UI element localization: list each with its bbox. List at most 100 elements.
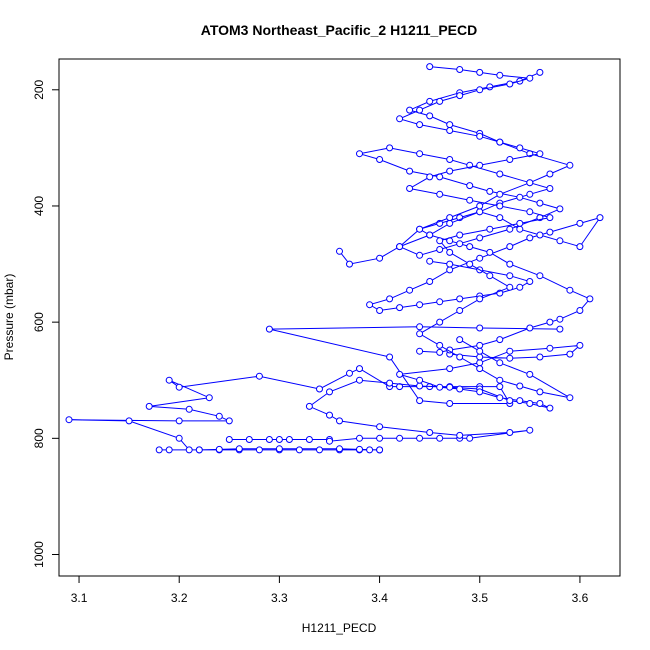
data-point [546,228,554,236]
data-point [506,80,514,88]
data-point [556,205,564,213]
data-point [536,353,544,361]
data-point [526,370,534,378]
data-point [526,208,534,216]
data-point [255,446,263,454]
data-point [326,411,333,419]
data-point [576,243,584,251]
data-point [536,272,544,280]
data-point [496,170,504,178]
data-point [516,193,524,201]
data-point [466,434,474,442]
data-point [195,446,203,454]
data-point [416,330,424,338]
data-point [496,138,504,146]
data-point [516,283,524,291]
data-point [406,167,414,175]
data-point [406,106,414,114]
data-point [275,436,283,443]
data-point [456,66,464,73]
data-point [225,417,233,425]
plot-frame [58,58,621,577]
data-point [336,417,343,425]
data-point [165,376,173,384]
data-point [456,295,464,303]
data-point [556,237,564,245]
y-tick-label: 600 [32,312,46,332]
y-axis-label: Pressure (mbar) [2,274,16,361]
data-point [496,376,504,384]
series-line [229,344,582,442]
data-point [476,132,484,140]
data-point [466,243,474,251]
y-tick-label: 400 [32,196,46,216]
data-point [546,404,554,412]
data-point [536,388,544,396]
x-tick-label: 3.6 [572,591,589,605]
data-point [416,382,424,390]
data-point [436,237,444,245]
data-point [526,234,534,242]
data-point [426,63,434,71]
data-point [356,445,363,453]
data-point [426,97,434,105]
y-axis: 200 400 600 800 1000 [32,79,60,568]
data-point [456,92,464,100]
data-point [486,248,494,256]
data-point [486,83,494,91]
x-tick-label: 3.3 [271,591,288,605]
data-point [556,325,564,333]
data-point [376,434,384,442]
data-point [496,202,504,210]
data-point [456,240,464,248]
y-tick-label: 200 [32,79,46,99]
data-point [486,187,494,195]
x-tick-label: 3.1 [71,591,88,605]
data-point [416,106,424,114]
data-point [396,115,404,123]
data-point [386,144,394,152]
data-point [295,446,303,454]
data-point [476,202,484,210]
data-point [546,170,554,178]
data-point [386,353,394,361]
data-point [526,74,534,82]
data-point [225,436,233,443]
data-point [496,359,504,367]
data-point [406,286,414,294]
data-point [356,376,363,384]
data-point [476,68,484,76]
data-point [446,266,454,274]
data-point [476,359,484,367]
data-point [406,185,414,192]
data-point [285,436,293,443]
data-point [396,304,404,312]
data-point [416,150,424,158]
data-point [185,446,193,454]
data-point [526,400,534,407]
data-point [346,369,353,377]
data-point [446,383,454,391]
data-point [476,86,484,94]
data-point [496,71,504,79]
data-point [446,365,454,373]
data-point [446,248,454,256]
data-point [165,446,173,454]
data-point [376,156,384,163]
data-point [426,278,434,285]
data-point [456,336,464,344]
data-point [125,417,133,425]
data-point [446,214,454,222]
data-point [506,347,514,355]
data-point [65,416,73,424]
data-point [366,301,374,309]
data-point [356,150,363,158]
data-point [416,251,424,259]
data-point [396,370,404,378]
series-line [398,66,571,399]
data-point [416,301,424,309]
data-point [476,234,484,242]
data-point [436,348,444,356]
data-point [326,437,333,445]
